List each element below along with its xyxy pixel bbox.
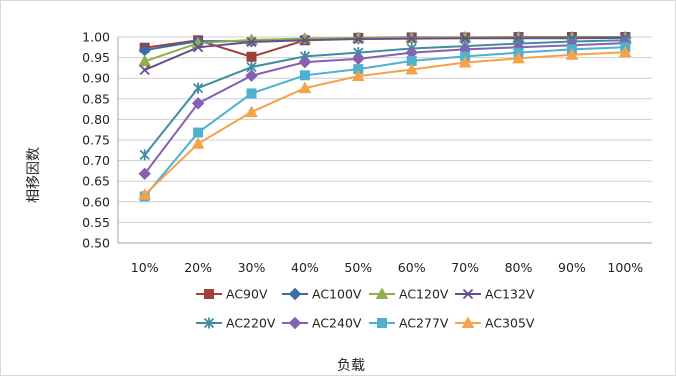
series-line	[143, 42, 626, 175]
legend-item: AC240V	[282, 316, 362, 331]
data-point	[191, 97, 205, 110]
data-point	[246, 36, 257, 48]
y-tick-label: 0.70	[82, 153, 110, 168]
legend-marker	[288, 287, 302, 301]
data-point	[299, 35, 311, 46]
data-point	[245, 105, 258, 117]
data-point	[459, 33, 471, 44]
legend-label: AC240V	[312, 316, 362, 331]
y-tick-label: 0.95	[82, 50, 110, 65]
x-tick-label: 100%	[607, 260, 643, 275]
data-point	[458, 56, 472, 68]
legend-label: AC120V	[399, 287, 449, 302]
series-line	[143, 39, 626, 156]
data-point	[192, 42, 204, 53]
data-point	[406, 33, 417, 44]
legend-label: AC220V	[226, 316, 276, 331]
x-tick-label: 90%	[558, 260, 586, 275]
legend-item: AC220V	[196, 316, 276, 331]
x-tick-label: 80%	[505, 260, 533, 275]
series-line	[144, 36, 626, 71]
legend-item: AC100V	[282, 287, 362, 302]
legend-marker	[375, 287, 389, 299]
series-group	[138, 30, 632, 202]
legend-item: AC277V	[369, 316, 449, 331]
legend-label: AC132V	[485, 287, 535, 302]
series-line	[143, 46, 626, 198]
x-tick-label: 60%	[398, 260, 426, 275]
data-point	[298, 81, 312, 94]
axes: 0.50 0.55 0.60 0.65 0.70 0.75 0.80 0.85 0.90 0.95…	[82, 30, 652, 275]
y-tick-label: 0.85	[82, 91, 110, 106]
x-tick-label: 10%	[131, 260, 159, 275]
legend-marker	[203, 317, 215, 329]
data-point	[138, 167, 151, 180]
series-line	[144, 51, 626, 196]
legend-marker	[462, 288, 474, 300]
data-point	[405, 63, 419, 75]
y-tick-label: 0.90	[82, 71, 110, 86]
legend-item: AC132V	[455, 287, 535, 302]
data-point	[618, 45, 632, 58]
legend-item: AC90V	[196, 287, 268, 302]
y-tick-label: 0.75	[82, 133, 110, 148]
legend-item: AC305V	[455, 316, 535, 331]
legend-marker	[204, 289, 214, 299]
y-tick-label: 0.80	[82, 112, 110, 127]
y-tick-label: 0.65	[82, 174, 110, 189]
series-ac305v	[138, 45, 632, 200]
legend-marker	[288, 316, 302, 330]
x-tick-label: 40%	[291, 260, 319, 275]
x-tick-label: 70%	[451, 260, 479, 275]
legend-marker	[377, 318, 387, 328]
data-point	[138, 54, 152, 67]
data-point	[139, 149, 150, 161]
x-tick-label: 50%	[344, 260, 372, 275]
legend-label: AC100V	[312, 287, 362, 302]
y-tick-label: 0.50	[82, 236, 110, 251]
y-tick-label: 0.55	[82, 215, 110, 230]
legend-marker	[461, 316, 475, 328]
data-point	[246, 88, 257, 99]
data-point	[191, 137, 205, 149]
data-point	[138, 188, 152, 200]
data-point	[193, 127, 204, 138]
data-point	[565, 48, 579, 60]
data-point	[192, 82, 204, 94]
y-tick-label: 1.00	[82, 30, 110, 45]
data-point	[139, 64, 150, 76]
data-point	[512, 51, 525, 64]
y-tick-label: 0.60	[82, 194, 110, 209]
data-point	[405, 31, 419, 43]
data-point	[353, 33, 364, 45]
legend-label: AC305V	[485, 316, 535, 331]
data-point	[246, 51, 257, 62]
data-point	[298, 55, 312, 69]
x-tick-label: 30%	[238, 260, 266, 275]
data-point	[299, 70, 310, 81]
legend-label: AC90V	[226, 287, 268, 302]
data-point	[351, 69, 365, 82]
legend: AC90V AC100V AC120V AC132V AC220V AC240V AC277…	[196, 287, 535, 331]
y-axis-title: 相移因数	[26, 147, 42, 203]
legend-item: AC120V	[369, 287, 449, 302]
x-axis-title: 负载	[337, 358, 365, 374]
legend-label: AC277V	[399, 316, 449, 331]
x-tick-label: 20%	[184, 260, 212, 275]
data-point	[245, 69, 258, 82]
